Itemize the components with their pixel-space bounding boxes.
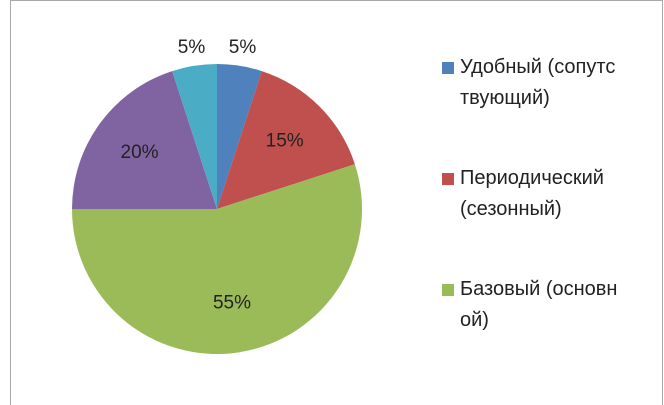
legend-label: Базовый (основной) — [460, 278, 618, 331]
legend-label: Периодический (сезонный) — [460, 167, 604, 220]
pie-slice — [217, 71, 355, 209]
pie-slice — [72, 164, 362, 355]
data-label: 20% — [121, 142, 159, 163]
data-label: 55% — [213, 293, 251, 314]
pie-slice — [217, 64, 262, 209]
chart-frame — [10, 0, 663, 405]
pie-slice — [172, 64, 217, 209]
data-label: 5% — [178, 37, 206, 58]
pie-slice — [72, 71, 217, 209]
legend-swatch — [442, 173, 454, 185]
legend-swatch — [442, 62, 454, 74]
legend-label: Удобный (сопутствующий) — [460, 56, 616, 109]
data-label: 15% — [266, 130, 304, 151]
legend-swatch — [442, 284, 454, 296]
data-label: 5% — [229, 37, 257, 58]
